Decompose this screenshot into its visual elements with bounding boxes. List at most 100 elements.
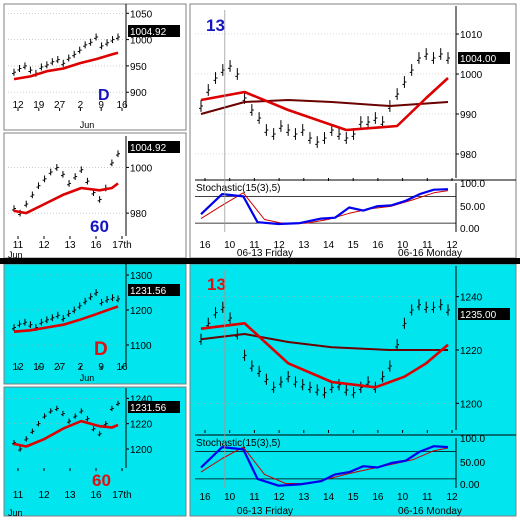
y-tick-label: 1200 <box>460 399 483 410</box>
last-price-label: 1004.00 <box>460 54 497 65</box>
x-tick-label: 27 <box>54 362 66 373</box>
panel-background <box>189 263 517 517</box>
stoch-title: Stochastic(15(3),5) <box>196 183 280 194</box>
panel-background <box>3 263 187 385</box>
x-tick-label: 16 <box>90 240 102 251</box>
session-label: 06-13 Friday <box>237 506 293 517</box>
x-tick-label: 17th <box>112 240 131 251</box>
last-price-tag <box>458 52 510 64</box>
stoch-y-tick-label: 100.0 <box>460 179 485 190</box>
fast-moving-average-line <box>13 182 119 215</box>
x-axis-month-label: Jun <box>80 373 95 383</box>
x-tick-label: 9 <box>98 362 104 373</box>
x-tick-label: 12 <box>274 240 286 251</box>
last-price-label: 1004.92 <box>130 27 167 38</box>
x-tick-label: 10 <box>397 240 409 251</box>
x-axis-month-label: Jun <box>8 508 23 518</box>
x-tick-label: 10 <box>224 240 236 251</box>
stoch-title: Stochastic(15(3),5) <box>196 438 280 449</box>
panel-background <box>3 3 187 131</box>
x-tick-label: 11 <box>249 240 260 251</box>
panel-top-13min: 1010 1000 990 980 1004.00 16 10 11 12 13 14 15 16 10 1… <box>189 3 517 259</box>
x-tick-label: 16 <box>90 490 102 501</box>
x-tick-label: 15 <box>348 240 360 251</box>
x-tick-label: 13 <box>64 490 76 501</box>
last-price-tag <box>128 401 180 413</box>
timeframe-label: 60 <box>90 217 109 236</box>
x-tick-label: 19 <box>33 100 45 111</box>
panel-bottom-daily: 1300 1200 1100 1231.56 12 19 27 2 9 16 Jun D <box>3 263 187 385</box>
x-tick-label: 14 <box>323 240 335 251</box>
panel-background <box>3 132 187 259</box>
x-tick-label: 9 <box>98 100 104 111</box>
y-tick-label: 980 <box>130 209 147 220</box>
last-price-label: 1231.56 <box>130 403 167 414</box>
y-tick-label: 1300 <box>130 271 153 282</box>
session-label: 06-13 Friday <box>237 248 293 259</box>
y-tick-label: 1000 <box>130 163 153 174</box>
x-tick-label: 12 <box>12 100 24 111</box>
chart-panels: 1050 1000 950 900 1004.92 12 19 27 2 9 16 Jun D 1000 9… <box>0 3 520 518</box>
x-tick-label: 16 <box>116 100 128 111</box>
timeframe-label: D <box>98 87 110 104</box>
x-tick-label: 10 <box>397 492 409 503</box>
stoch-d-line <box>200 190 449 225</box>
stoch-y-tick-label: 50.00 <box>460 202 485 213</box>
x-tick-label: 16 <box>199 240 211 251</box>
fast-moving-average-line <box>200 321 449 389</box>
x-axis-month-label: Jun <box>8 250 23 260</box>
last-price-tag <box>128 25 180 37</box>
panel-top-60min: 1000 980 1004.92 11 12 13 16 17th Jun 60 <box>3 132 187 260</box>
timeframe-label: 13 <box>207 275 226 294</box>
panel-background <box>189 3 517 259</box>
x-tick-label: 15 <box>348 492 360 503</box>
x-tick-label: 11 <box>422 492 433 503</box>
last-price-tag <box>128 141 180 153</box>
timeframe-label: 13 <box>206 16 225 35</box>
fast-moving-average-line <box>13 305 119 333</box>
panel-top-daily: 1050 1000 950 900 1004.92 12 19 27 2 9 16 Jun D <box>3 3 187 131</box>
x-tick-label: 11 <box>13 490 24 501</box>
y-tick-label: 1050 <box>130 9 153 20</box>
y-tick-label: 990 <box>460 110 477 121</box>
panel-bottom-13min: 1240 1220 1200 1235.00 16 10 11 12 13 14 15 16 10 11 1… <box>189 263 517 517</box>
y-tick-label: 950 <box>130 62 147 73</box>
stoch-y-tick-label: 0.00 <box>460 224 480 235</box>
y-tick-label: 980 <box>460 150 477 161</box>
slow-moving-average-line <box>200 99 449 115</box>
x-tick-label: 19 <box>33 362 45 373</box>
x-tick-label: 12 <box>274 492 286 503</box>
y-tick-label: 1220 <box>130 420 153 431</box>
stoch-y-tick-label: 50.00 <box>460 458 485 469</box>
row-divider <box>0 258 520 264</box>
x-tick-label: 12 <box>38 240 50 251</box>
x-tick-label: 2 <box>78 100 84 111</box>
session-label: 06-16 Monday <box>398 506 462 517</box>
x-tick-label: 13 <box>64 240 76 251</box>
panel-bottom-60min: 1240 1220 1200 1231.56 11 12 13 16 17th Jun 60 <box>3 386 187 518</box>
last-price-label: 1235.00 <box>460 310 497 321</box>
y-tick-label: 1000 <box>130 36 153 47</box>
x-tick-label: 12 <box>446 240 458 251</box>
x-tick-label: 10 <box>224 492 236 503</box>
x-tick-label: 11 <box>13 240 24 251</box>
y-tick-label: 1200 <box>130 306 153 317</box>
x-tick-label: 11 <box>422 240 433 251</box>
x-tick-label: 16 <box>199 492 211 503</box>
slow-moving-average-line <box>200 333 448 351</box>
y-tick-label: 1240 <box>460 293 483 304</box>
timeframe-label: 60 <box>92 471 111 490</box>
x-tick-label: 16 <box>372 240 384 251</box>
last-price-label: 1004.92 <box>130 143 167 154</box>
timeframe-label: D <box>94 339 108 360</box>
y-tick-label: 1200 <box>130 445 153 456</box>
session-label: 06-16 Monday <box>398 248 462 259</box>
y-tick-label: 1000 <box>460 70 483 81</box>
x-tick-label: 14 <box>323 492 335 503</box>
x-tick-label: 12 <box>446 492 458 503</box>
x-tick-label: 11 <box>249 492 260 503</box>
x-tick-label: 16 <box>372 492 384 503</box>
x-tick-label: 13 <box>298 240 310 251</box>
x-tick-label: 12 <box>12 362 24 373</box>
